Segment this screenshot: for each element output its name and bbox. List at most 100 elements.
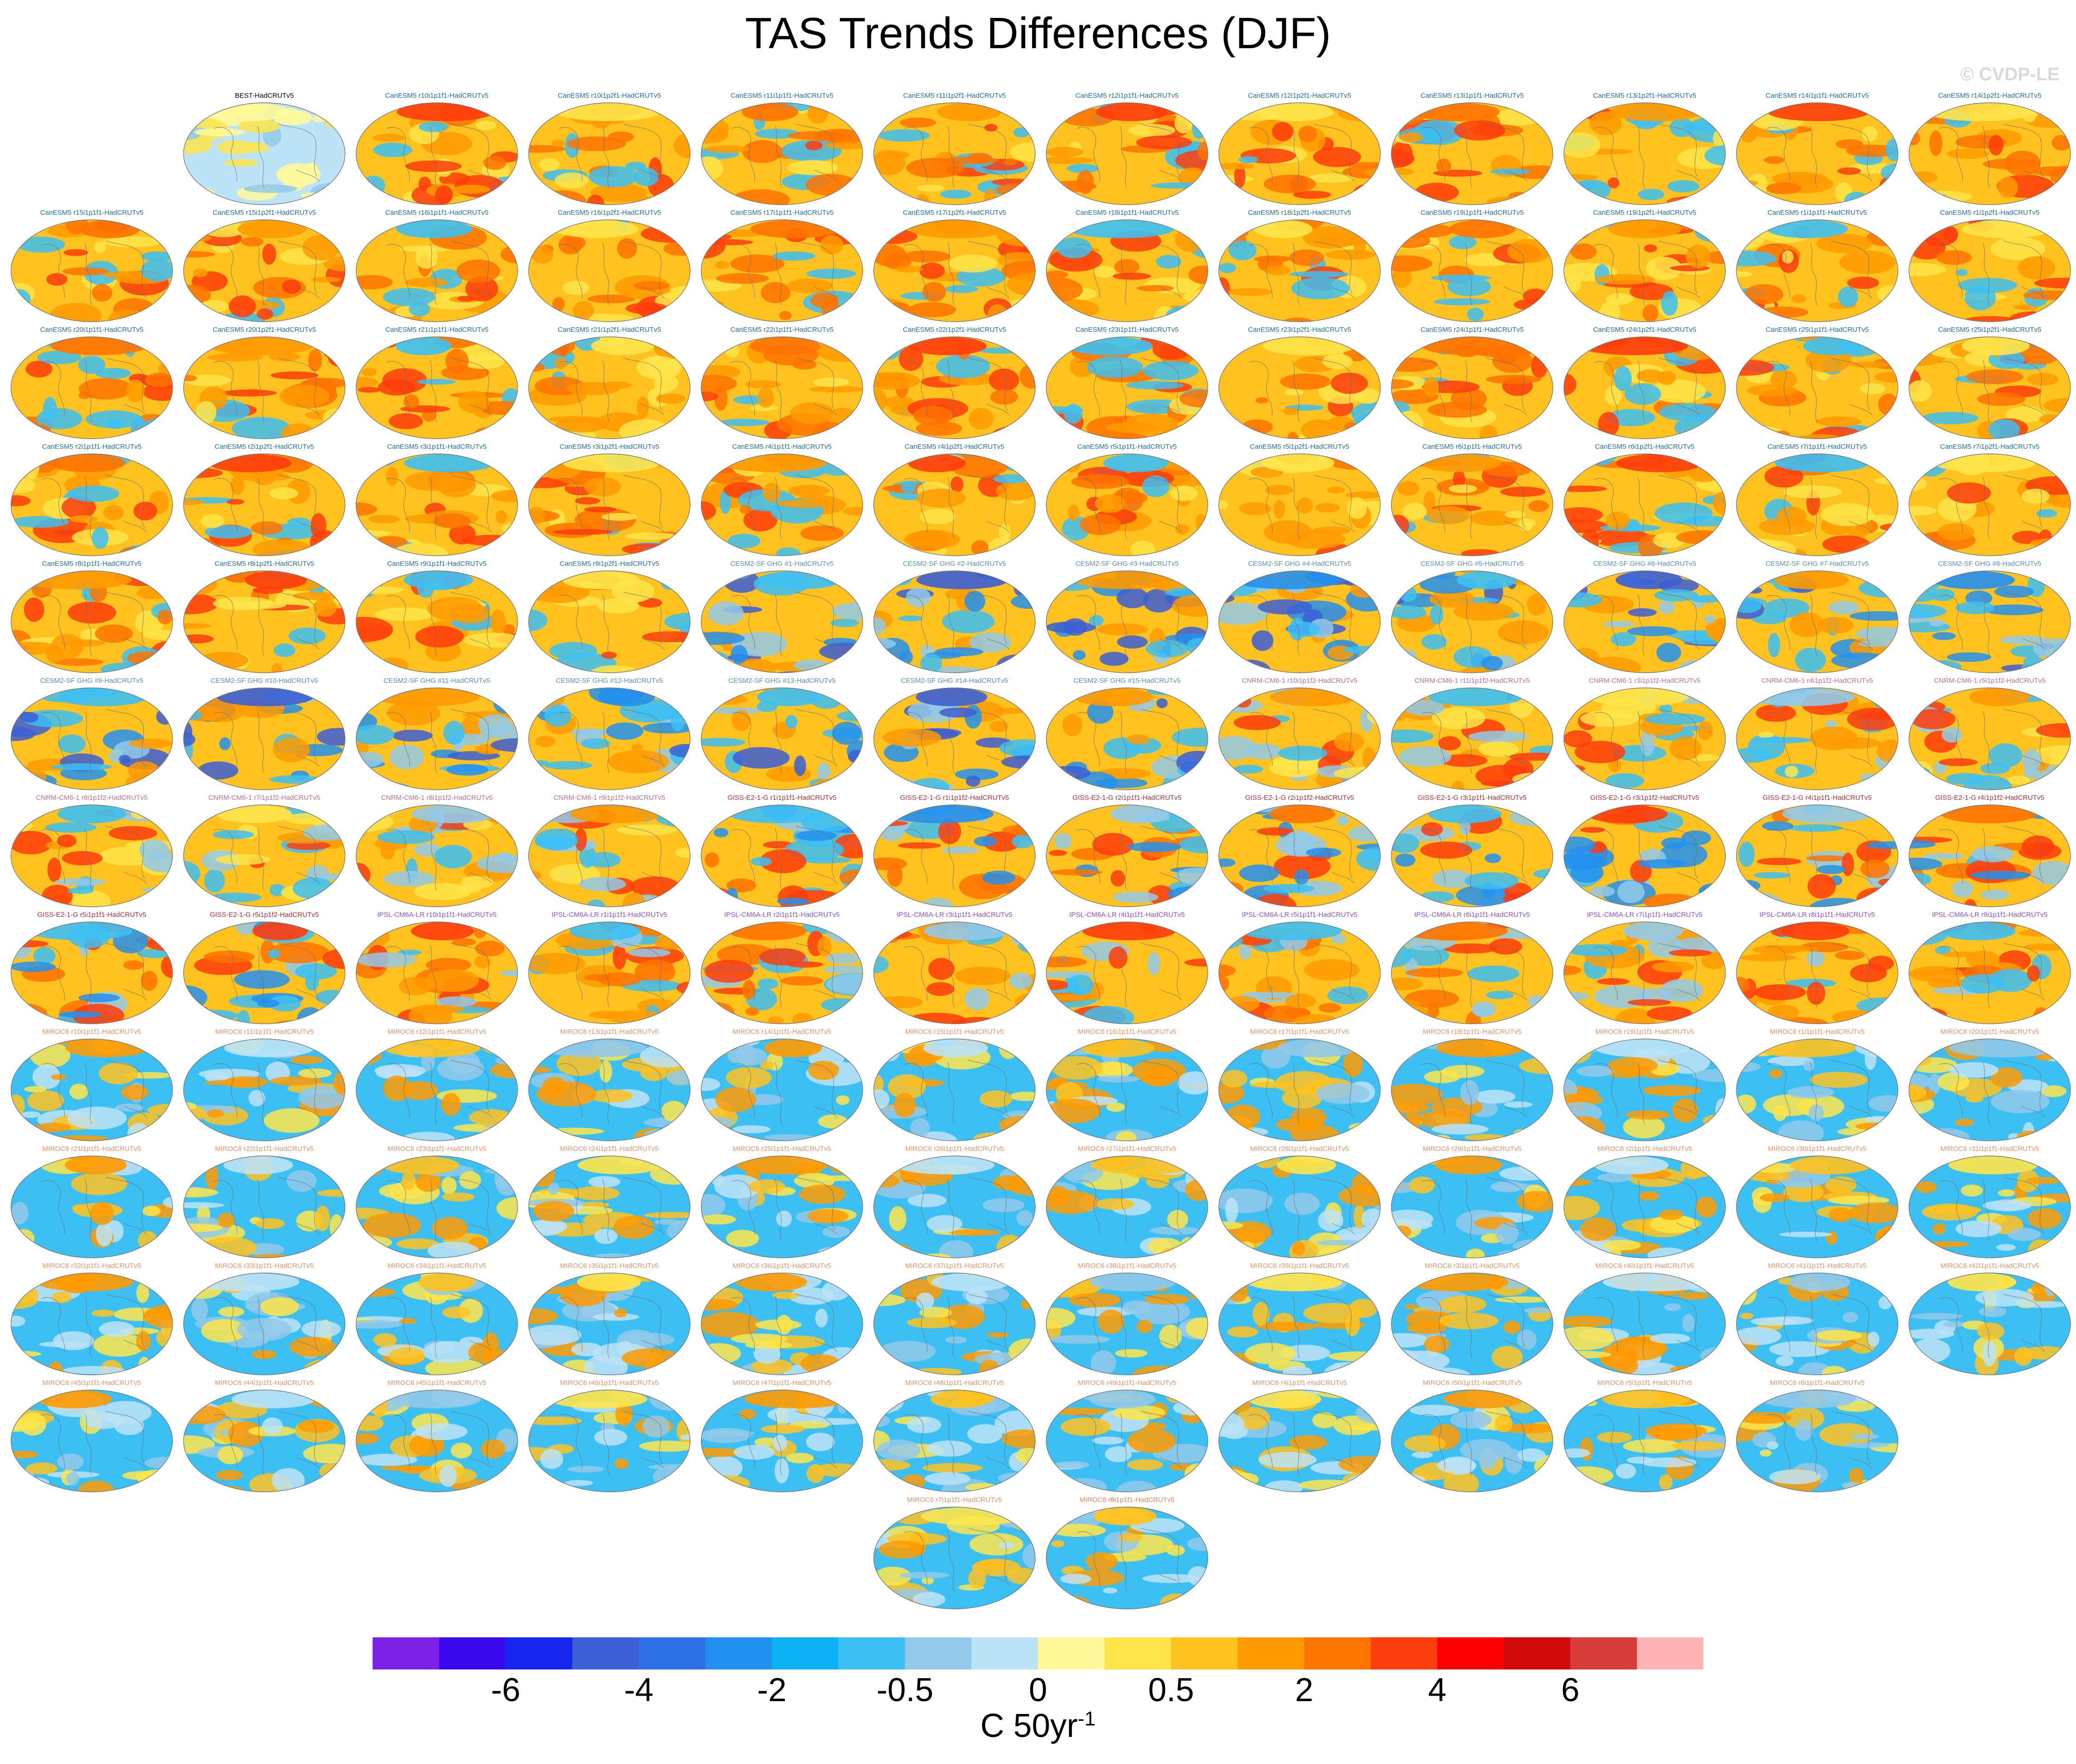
map-panel-label: CanESM5 r17i1p2f1-HadCRUTv5 bbox=[903, 209, 1006, 217]
map-panel-label: MIROC6 r24i1p1f1-HadCRUTv5 bbox=[560, 1145, 659, 1153]
map-panel-label: MIROC6 r50i1p1f1-HadCRUTv5 bbox=[1423, 1379, 1522, 1387]
map-image bbox=[1909, 921, 2071, 1024]
map-panel-label: IPSL-CM6A-LR r4i1p1f1-HadCRUTv5 bbox=[1069, 911, 1185, 919]
map-panel-label: CanESM5 r1i1p2f1-HadCRUTv5 bbox=[1940, 209, 2040, 217]
colorbar-tick-label: 2 bbox=[1295, 1672, 1314, 1708]
map-panel: CESM2-SF GHG #12-HadCRUTv5 bbox=[524, 677, 695, 794]
colorbar-swatch bbox=[1304, 1637, 1371, 1669]
colorbar-swatch bbox=[1171, 1637, 1238, 1669]
map-panel-label: MIROC6 r29i1p1f1-HadCRUTv5 bbox=[1423, 1145, 1522, 1153]
map-panel: IPSL-CM6A-LR r10i1p1f1-HadCRUTv5 bbox=[352, 911, 522, 1028]
map-panel-label: GISS-E2-1-G r3i1p1f2-HadCRUTv5 bbox=[1590, 794, 1699, 802]
map-panel: CanESM5 r23i1p2f1-HadCRUTv5 bbox=[1214, 326, 1385, 443]
map-image bbox=[1218, 1273, 1381, 1375]
map-panel: MIROC6 r40i1p1f1-HadCRUTv5 bbox=[1559, 1262, 1730, 1379]
map-panel: MIROC6 r27i1p1f1-HadCRUTv5 bbox=[1042, 1145, 1212, 1262]
map-panel: MIROC6 r11i1p1f1-HadCRUTv5 bbox=[179, 1028, 350, 1145]
map-panel: CESM2-SF GHG #8-HadCRUTv5 bbox=[1904, 560, 2075, 677]
map-panel-label: CanESM5 r15i1p1f1-HadCRUTv5 bbox=[40, 209, 144, 217]
map-panel: MIROC6 r4i1p1f1-HadCRUTv5 bbox=[1214, 1379, 1385, 1496]
map-panel: IPSL-CM6A-LR r3i1p1f1-HadCRUTv5 bbox=[869, 911, 1040, 1028]
map-panel-label: CNRM-CM6-1 r5i1p1f2-HadCRUTv5 bbox=[1934, 677, 2046, 685]
map-image bbox=[1736, 804, 1898, 907]
map-image bbox=[528, 570, 691, 673]
colorbar-swatch bbox=[838, 1637, 905, 1669]
map-image bbox=[873, 570, 1036, 673]
map-panel-label: CanESM5 r24i1p2f1-HadCRUTv5 bbox=[1593, 326, 1697, 334]
map-image bbox=[873, 453, 1036, 556]
map-panel-label: CanESM5 r17i1p1f1-HadCRUTv5 bbox=[730, 209, 834, 217]
map-panel-label: MIROC6 r20i1p1f1-HadCRUTv5 bbox=[1940, 1028, 2039, 1036]
map-panel: CESM2-SF GHG #2-HadCRUTv5 bbox=[869, 560, 1040, 677]
map-panel: BEST-HadCRUTv5 bbox=[179, 92, 350, 209]
map-panel-label: CNRM-CM6-1 r10i1p1f2-HadCRUTv5 bbox=[1242, 677, 1357, 685]
colorbar-tick-label: 0 bbox=[1028, 1672, 1048, 1708]
map-panel-label: CESM2-SF GHG #8-HadCRUTv5 bbox=[1938, 560, 2042, 568]
map-panel: MIROC6 r47i1p1f1-HadCRUTv5 bbox=[697, 1379, 867, 1496]
map-panel: MIROC6 r46i1p1f1-HadCRUTv5 bbox=[524, 1379, 695, 1496]
map-image bbox=[356, 687, 518, 790]
map-panel-label: MIROC6 r37i1p1f1-HadCRUTv5 bbox=[905, 1262, 1004, 1270]
map-image bbox=[1736, 687, 1898, 790]
map-image bbox=[1736, 1273, 1898, 1375]
map-panel: IPSL-CM6A-LR r8i1p1f1-HadCRUTv5 bbox=[1732, 911, 1903, 1028]
map-image bbox=[183, 453, 346, 556]
colorbar-tick-label: 0.5 bbox=[1148, 1672, 1194, 1708]
map-image bbox=[1563, 1273, 1726, 1375]
map-image bbox=[528, 1156, 691, 1258]
map-panel-label: CanESM5 r18i1p2f1-HadCRUTv5 bbox=[1248, 209, 1351, 217]
map-image bbox=[1563, 1390, 1726, 1492]
map-panel: CanESM5 r24i1p1f1-HadCRUTv5 bbox=[1387, 326, 1557, 443]
map-image bbox=[873, 102, 1036, 205]
colorbar-swatch bbox=[1371, 1637, 1438, 1669]
map-panel-label: MIROC6 r2i1p1f1-HadCRUTv5 bbox=[1597, 1145, 1692, 1153]
map-panel: IPSL-CM6A-LR r9i1p1f1-HadCRUTv5 bbox=[1904, 911, 2075, 1028]
map-image bbox=[356, 102, 518, 205]
map-panel-label: CanESM5 r6i1p1f1-HadCRUTv5 bbox=[1422, 443, 1522, 451]
map-panel: CanESM5 r11i1p2f1-HadCRUTv5 bbox=[869, 92, 1040, 209]
map-panel-label: MIROC6 r39i1p1f1-HadCRUTv5 bbox=[1250, 1262, 1349, 1270]
map-panel-label: CanESM5 r6i1p2f1-HadCRUTv5 bbox=[1595, 443, 1695, 451]
map-panel: MIROC6 r32i1p1f1-HadCRUTv5 bbox=[6, 1262, 177, 1379]
map-image bbox=[356, 804, 518, 907]
map-panel-label: MIROC6 r5i1p1f1-HadCRUTv5 bbox=[1597, 1379, 1692, 1387]
map-image bbox=[1736, 921, 1898, 1024]
map-panel-label: CanESM5 r21i1p2f1-HadCRUTv5 bbox=[558, 326, 661, 334]
map-panel: CanESM5 r11i1p1f1-HadCRUTv5 bbox=[697, 92, 867, 209]
map-image bbox=[873, 687, 1036, 790]
map-panel: CanESM5 r21i1p1f1-HadCRUTv5 bbox=[352, 326, 522, 443]
map-panel-label: CESM2-SF GHG #3-HadCRUTv5 bbox=[1075, 560, 1179, 568]
map-panel: MIROC6 r12i1p1f1-HadCRUTv5 bbox=[352, 1028, 522, 1145]
map-panel: CanESM5 r24i1p2f1-HadCRUTv5 bbox=[1559, 326, 1730, 443]
map-image bbox=[1563, 570, 1726, 673]
map-panel-label: CanESM5 r21i1p1f1-HadCRUTv5 bbox=[385, 326, 489, 334]
map-panel-label: MIROC6 r16i1p1f1-HadCRUTv5 bbox=[1077, 1028, 1177, 1036]
map-panel: IPSL-CM6A-LR r6i1p1f1-HadCRUTv5 bbox=[1387, 911, 1557, 1028]
map-panel-label: MIROC6 r14i1p1f1-HadCRUTv5 bbox=[732, 1028, 832, 1036]
map-panel-label: BEST-HadCRUTv5 bbox=[234, 92, 294, 100]
map-image bbox=[1046, 921, 1208, 1024]
map-image bbox=[873, 921, 1036, 1024]
map-panel: CanESM5 r9i1p2f1-HadCRUTv5 bbox=[524, 560, 695, 677]
map-panel: CESM2-SF GHG #6-HadCRUTv5 bbox=[1559, 560, 1730, 677]
colorbar-tick-label: -2 bbox=[757, 1672, 787, 1708]
colorbar-swatch bbox=[772, 1637, 839, 1669]
map-panel-label: IPSL-CM6A-LR r3i1p1f1-HadCRUTv5 bbox=[897, 911, 1012, 919]
map-panel: CanESM5 r25i1p1f1-HadCRUTv5 bbox=[1732, 326, 1903, 443]
map-panel: CanESM5 r16i1p1f1-HadCRUTv5 bbox=[352, 209, 522, 326]
map-panel-label: CanESM5 r12i1p2f1-HadCRUTv5 bbox=[1248, 92, 1351, 100]
map-image bbox=[873, 1156, 1036, 1258]
map-panel: CESM2-SF GHG #3-HadCRUTv5 bbox=[1042, 560, 1212, 677]
map-panel-label: GISS-E2-1-G r1i1p1f1-HadCRUTv5 bbox=[727, 794, 837, 802]
map-image bbox=[1391, 1273, 1553, 1375]
map-image bbox=[1736, 219, 1898, 322]
map-image bbox=[1909, 336, 2071, 439]
map-image bbox=[1391, 804, 1553, 907]
map-panel: MIROC6 r45i1p1f1-HadCRUTv5 bbox=[352, 1379, 522, 1496]
map-panel-label: CanESM5 r13i1p2f1-HadCRUTv5 bbox=[1593, 92, 1697, 100]
map-panel-label: CanESM5 r2i1p2f1-HadCRUTv5 bbox=[214, 443, 314, 451]
map-image bbox=[1218, 921, 1381, 1024]
map-panel: MIROC6 r14i1p1f1-HadCRUTv5 bbox=[697, 1028, 867, 1145]
map-panel: GISS-E2-1-G r5i1p1f1-HadCRUTv5 bbox=[6, 911, 177, 1028]
